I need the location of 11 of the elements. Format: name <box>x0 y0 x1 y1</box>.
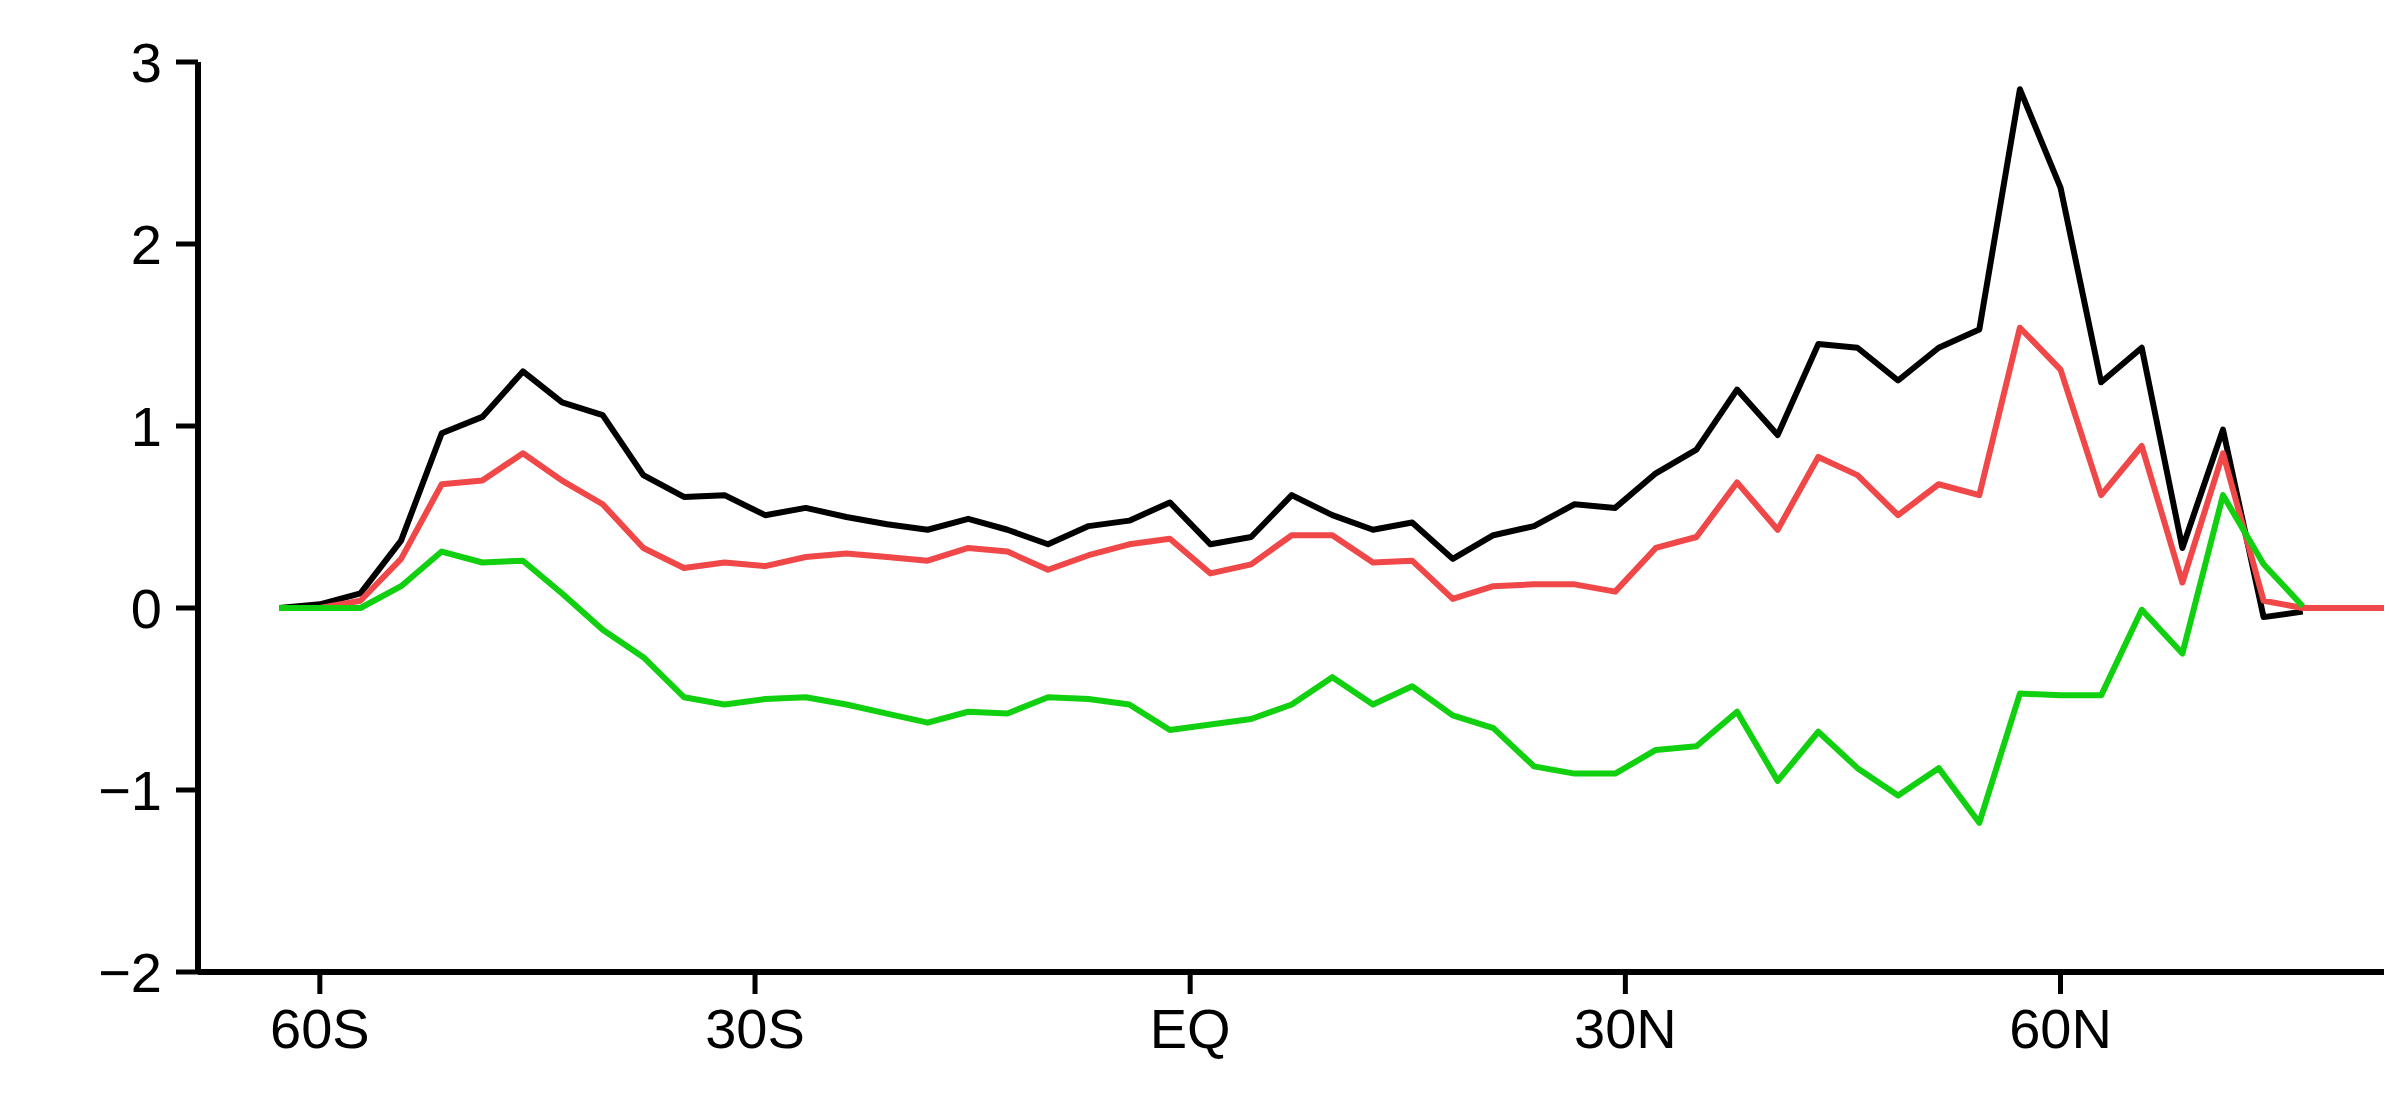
x-tick-label: 60S <box>270 996 370 1060</box>
y-tick-label: −1 <box>98 758 162 822</box>
x-tick-label: 60N <box>2009 996 2112 1060</box>
y-tick-label: 3 <box>130 30 162 94</box>
x-tick-label: EQ <box>1149 996 1231 1060</box>
y-tick-label: 2 <box>130 212 162 276</box>
y-tick-label: 0 <box>130 576 162 640</box>
y-tick-label: 1 <box>130 394 162 458</box>
y-tick-label: −2 <box>98 940 162 1004</box>
x-tick-label: 30N <box>1573 996 1677 1060</box>
x-tick-label: 30S <box>705 996 805 1060</box>
